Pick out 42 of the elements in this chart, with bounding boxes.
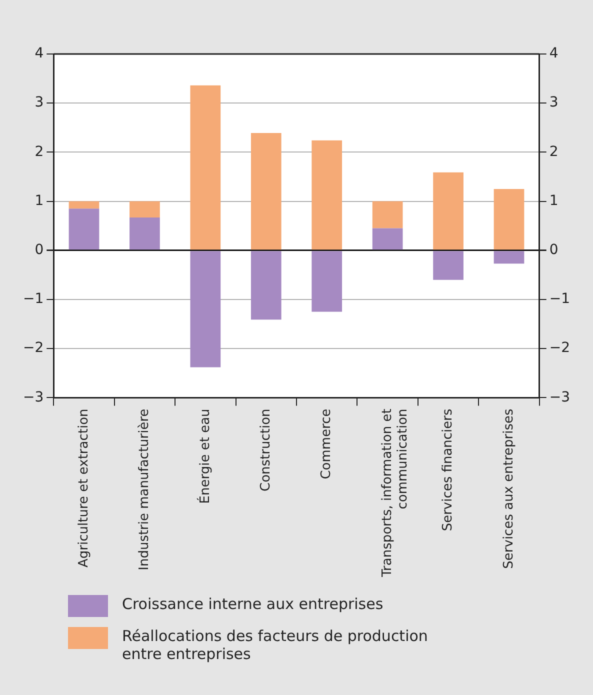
y2-tick-label: −1 — [549, 291, 570, 308]
y-tick-label: 0 — [34, 242, 44, 258]
bar — [68, 208, 100, 250]
bar — [312, 140, 342, 250]
bar — [250, 133, 282, 250]
y-tick-label: −2 — [22, 340, 44, 356]
bar — [68, 201, 100, 209]
x-tick-label: Énergie et eau — [196, 408, 213, 504]
x-tick-label: Transports, information et communication — [380, 408, 411, 578]
x-tick-label: Services financiers — [440, 408, 456, 532]
bar — [433, 251, 464, 280]
y-tick-label: 3 — [34, 94, 44, 111]
x-tick-label: Commerce — [319, 408, 334, 480]
bar — [372, 228, 403, 250]
y2-tick-label: −2 — [549, 340, 570, 356]
x-tick-label: Agriculture et extraction — [76, 408, 92, 568]
bar — [250, 251, 282, 320]
x-tick-label: Industrie manufacturière — [137, 408, 152, 570]
y2-tick-label: −3 — [549, 389, 570, 406]
bar — [190, 251, 221, 368]
y2-tick-label: 3 — [549, 94, 558, 111]
y-tick-label: 2 — [34, 144, 44, 160]
bar — [433, 172, 464, 250]
y-tick-label: 1 — [34, 192, 44, 209]
bar — [312, 251, 342, 312]
y2-tick-label: 2 — [549, 144, 558, 160]
x-tick-label: Construction — [258, 408, 274, 492]
y2-tick-label: 0 — [549, 242, 558, 258]
bar — [494, 251, 524, 264]
y2-tick-label: 4 — [549, 46, 558, 62]
legend-label: Réallocations des facteurs de production entre entreprises — [122, 627, 429, 663]
x-tick-label: Services aux entreprises — [501, 408, 516, 569]
bar — [130, 201, 160, 218]
y-tick-label: 4 — [34, 46, 44, 62]
y-tick-label: −3 — [22, 389, 44, 406]
bar — [372, 201, 403, 228]
bar — [190, 85, 221, 250]
bar — [130, 218, 160, 250]
y-tick-label: −1 — [22, 291, 44, 308]
bar — [494, 189, 524, 250]
legend-label: Croissance interne aux entreprises — [122, 595, 384, 613]
y2-tick-label: 1 — [549, 192, 558, 209]
